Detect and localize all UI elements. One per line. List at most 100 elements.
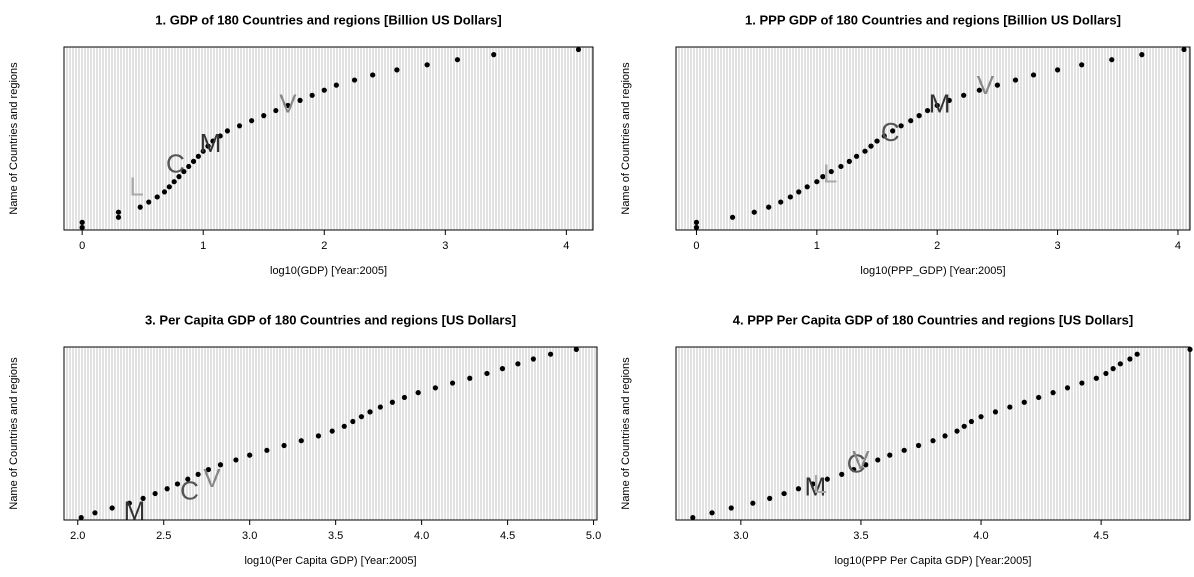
data-point xyxy=(968,418,975,425)
panel: 4. PPP Per Capita GDP of 180 Countries a… xyxy=(620,312,1193,567)
data-point xyxy=(1093,375,1099,381)
x-tick-label: 5.0 xyxy=(586,530,601,542)
data-point xyxy=(796,189,802,195)
data-point xyxy=(176,174,182,180)
data-point xyxy=(217,462,224,468)
data-point xyxy=(152,490,158,497)
data-point xyxy=(690,514,696,521)
panel: 3. Per Capita GDP of 180 Countries and r… xyxy=(8,312,601,566)
data-point xyxy=(78,514,84,521)
annotation: C xyxy=(180,475,199,505)
data-point xyxy=(329,428,335,434)
panel: 1. PPP GDP of 180 Countries and regions … xyxy=(620,12,1191,277)
data-point xyxy=(467,375,473,381)
data-point xyxy=(820,174,826,180)
data-point xyxy=(1012,77,1019,83)
data-point xyxy=(454,57,461,63)
x-axis-label: log10(PPP_GDP) [Year:2005] xyxy=(860,265,1005,277)
data-point xyxy=(824,476,830,482)
x-tick-label: 4.0 xyxy=(414,530,429,542)
data-point xyxy=(115,209,122,215)
data-point xyxy=(1139,52,1145,58)
data-point xyxy=(424,62,430,68)
x-tick-label: 4.5 xyxy=(500,530,515,542)
data-point xyxy=(79,224,85,231)
y-axis-label: Name of Countries and regions xyxy=(620,357,632,510)
annotation: M xyxy=(124,496,146,526)
data-point xyxy=(942,433,948,439)
data-point xyxy=(1064,385,1071,391)
x-tick-label: 4 xyxy=(563,240,569,252)
annotation: V xyxy=(279,88,297,118)
data-point xyxy=(750,500,756,506)
y-axis-label: Name of Countries and regions xyxy=(8,62,20,215)
data-point xyxy=(1021,399,1027,405)
data-point xyxy=(766,204,772,210)
plot-background xyxy=(64,47,593,230)
data-point xyxy=(853,153,860,159)
annotation: C xyxy=(166,148,185,178)
x-tick-label: 3 xyxy=(1055,240,1061,252)
data-point xyxy=(367,409,373,415)
data-point xyxy=(795,486,802,492)
data-point xyxy=(79,219,85,225)
x-axis-label: log10(PPP Per Capita GDP) [Year:2005] xyxy=(835,555,1032,567)
data-point xyxy=(273,107,279,114)
data-point xyxy=(828,168,834,175)
data-point xyxy=(994,82,1001,88)
data-point xyxy=(924,107,931,114)
data-point xyxy=(236,123,243,129)
data-point xyxy=(1127,356,1133,362)
data-point xyxy=(285,102,291,109)
data-point xyxy=(415,390,421,396)
annotation: L xyxy=(129,172,143,202)
x-tick-label: 2 xyxy=(934,240,940,252)
data-point xyxy=(321,87,327,93)
x-axis-label: log10(GDP) [Year:2005] xyxy=(270,265,387,277)
data-point xyxy=(499,366,506,372)
x-tick-label: 2.0 xyxy=(70,530,85,542)
x-tick-label: 3.0 xyxy=(242,530,257,542)
data-point xyxy=(515,361,521,367)
data-point xyxy=(887,452,893,458)
data-point xyxy=(992,409,999,415)
x-axis-label: log10(Per Capita GDP) [Year:2005] xyxy=(244,555,416,567)
data-point xyxy=(787,194,793,200)
data-point xyxy=(350,418,356,425)
data-point xyxy=(1110,366,1116,372)
data-point xyxy=(1103,370,1109,377)
x-tick-label: 2 xyxy=(321,240,327,252)
data-point xyxy=(109,505,115,511)
data-point xyxy=(432,385,438,391)
plot-frame xyxy=(675,346,1191,521)
data-point xyxy=(863,462,869,468)
data-point xyxy=(778,199,784,205)
data-point xyxy=(401,394,408,401)
data-point xyxy=(154,194,160,200)
data-point xyxy=(224,128,231,134)
data-point xyxy=(946,97,952,103)
plot-frame xyxy=(675,46,1191,231)
data-point xyxy=(137,204,143,210)
x-tick-label: 4.5 xyxy=(1093,530,1108,542)
x-tick-label: 4 xyxy=(1175,240,1181,252)
data-point xyxy=(449,380,456,386)
data-point xyxy=(200,148,206,154)
x-tick-label: 3 xyxy=(442,240,448,252)
data-point xyxy=(1134,351,1140,357)
data-point xyxy=(491,52,497,58)
annotation: C xyxy=(847,449,866,479)
data-point xyxy=(1030,72,1037,78)
data-point xyxy=(1181,46,1187,53)
data-point xyxy=(728,505,734,511)
data-point xyxy=(166,184,172,190)
data-point xyxy=(309,92,315,98)
data-point xyxy=(185,476,191,482)
data-point xyxy=(1036,394,1042,401)
x-tick-label: 1 xyxy=(814,240,820,252)
y-axis-label: Name of Countries and regions xyxy=(8,357,20,510)
annotation: C xyxy=(881,117,900,147)
data-point xyxy=(146,199,152,205)
data-point xyxy=(709,510,715,516)
